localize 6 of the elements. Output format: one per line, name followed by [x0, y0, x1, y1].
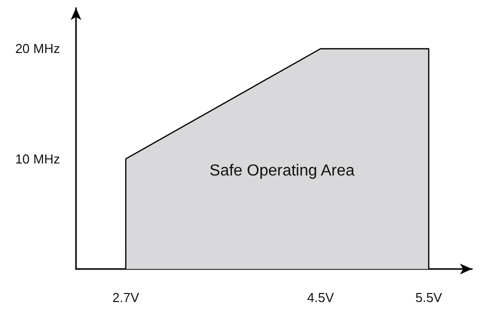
- y-tick-label: 10 MHz: [15, 151, 60, 166]
- x-tick-label: 4.5V: [307, 290, 334, 305]
- x-tick-label: 5.5V: [415, 290, 442, 305]
- annotation: Safe Operating Area: [210, 162, 355, 180]
- x-tick-label: 2.7V: [112, 290, 140, 305]
- y-tick-label: 20 MHz: [15, 41, 60, 56]
